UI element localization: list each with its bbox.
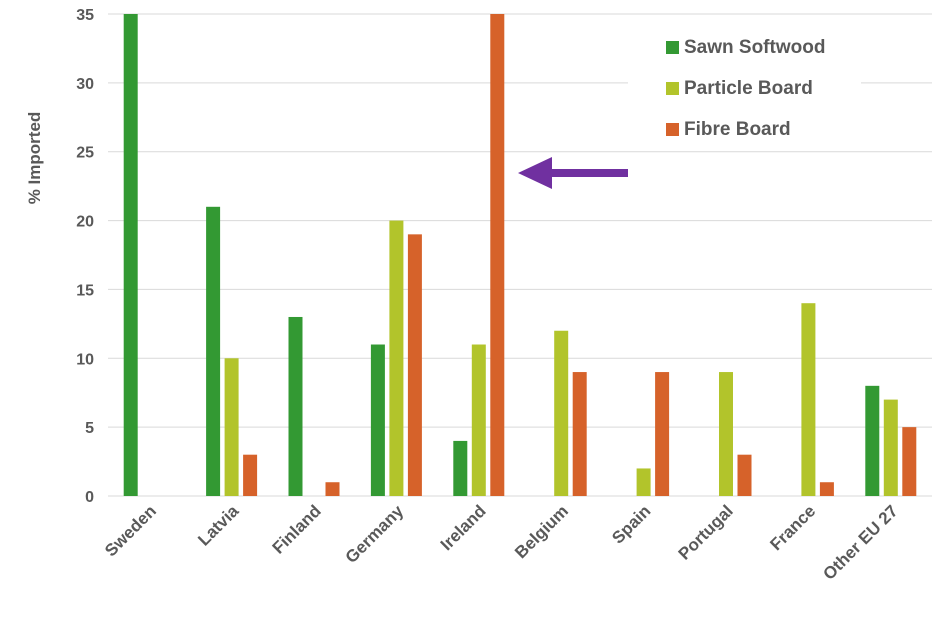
y-tick-label: 30 <box>76 76 94 93</box>
bar-france-fibre-board <box>819 482 834 496</box>
bar-germany-sawn-softwood <box>370 344 385 496</box>
legend-label: Fibre Board <box>684 119 791 140</box>
bar-ireland-sawn-softwood <box>453 440 468 496</box>
y-tick-label: 5 <box>85 420 94 437</box>
x-category-label: Portugal <box>675 501 737 563</box>
legend-swatch <box>666 82 679 95</box>
y-axis-label: % Imported <box>25 112 44 205</box>
bar-latvia-particle-board <box>224 358 239 496</box>
bar-germany-fibre-board <box>407 234 422 497</box>
x-category-label: Finland <box>269 501 325 557</box>
bar-ireland-particle-board <box>471 344 486 496</box>
x-category-label: Belgium <box>511 501 572 562</box>
x-category-label: Other EU 27 <box>819 501 901 583</box>
gridlines <box>108 13 932 497</box>
bar-finland-fibre-board <box>325 482 340 496</box>
y-tick-label: 10 <box>76 351 94 368</box>
bar-spain-fibre-board <box>655 372 670 496</box>
bar-other-eu-27-particle-board <box>883 399 898 496</box>
annotation-arrow <box>518 157 628 189</box>
bar-latvia-fibre-board <box>243 454 258 496</box>
legend-label: Particle Board <box>684 78 813 99</box>
bar-portugal-fibre-board <box>737 454 752 496</box>
y-tick-label: 25 <box>76 145 94 162</box>
bar-sweden-sawn-softwood <box>123 14 138 496</box>
x-category-label: France <box>766 501 819 554</box>
y-tick-label: 20 <box>76 214 94 231</box>
bar-other-eu-27-fibre-board <box>902 427 917 496</box>
bar-belgium-fibre-board <box>572 372 587 496</box>
x-category-label: Sweden <box>101 501 160 560</box>
bar-portugal-particle-board <box>719 372 733 496</box>
bar-spain-particle-board <box>636 468 651 496</box>
bar-germany-particle-board <box>389 220 404 497</box>
x-category-label: Latvia <box>194 501 243 550</box>
y-tick-label: 15 <box>76 282 94 299</box>
bar-france-particle-board <box>801 303 816 496</box>
x-category-label: Germany <box>342 501 408 567</box>
x-category-label: Spain <box>608 501 654 547</box>
y-tick-label: 0 <box>85 489 94 506</box>
legend-swatch <box>666 123 679 136</box>
bar-belgium-particle-board <box>554 330 569 496</box>
x-category-label: Ireland <box>437 501 490 554</box>
bars <box>123 14 917 497</box>
y-tick-label: 35 <box>76 7 94 24</box>
bar-ireland-fibre-board <box>490 14 505 496</box>
x-axis-categories: Sweden Latvia Finland Germany Ireland Belgium… <box>101 501 901 584</box>
legend: Sawn Softwood Particle Board Fibre Board <box>628 28 861 148</box>
bar-finland-sawn-softwood <box>288 316 303 496</box>
legend-swatch <box>666 41 679 54</box>
bar-latvia-sawn-softwood <box>206 206 221 497</box>
legend-label: Sawn Softwood <box>684 37 825 58</box>
arrow-head-icon <box>518 157 552 189</box>
bar-other-eu-27-sawn-softwood <box>865 385 880 496</box>
y-axis-ticks: 0 5 10 15 20 25 30 35 <box>76 7 94 506</box>
